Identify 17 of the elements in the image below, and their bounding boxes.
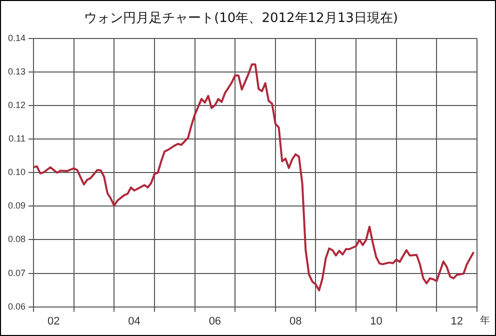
y-tick-label: 0.13 — [8, 66, 26, 77]
x-tick-label: 10 — [370, 315, 382, 328]
y-tick-label: 0.11 — [8, 134, 26, 144]
y-tick-label: 0.07 — [8, 268, 26, 278]
x-tick-label: 02 — [48, 315, 60, 328]
x-tick-label: 04 — [128, 315, 140, 328]
y-tick-label: 0.09 — [8, 200, 26, 211]
y-tick-label: 0.08 — [8, 234, 26, 244]
x-tick-label: 12 — [450, 315, 463, 328]
x-axis-title: 年 — [480, 314, 490, 326]
y-tick-label: 0.10 — [8, 167, 26, 178]
x-tick-label: 08 — [289, 315, 302, 328]
y-tick-label: 0.06 — [8, 301, 26, 312]
y-tick-label: 0.14 — [8, 33, 26, 44]
x-tick-label: 06 — [208, 315, 222, 328]
y-tick-label: 0.12 — [8, 100, 26, 110]
chart-title: ウォン円月足チャート(10年、2012年12月13日現在) — [84, 11, 398, 26]
